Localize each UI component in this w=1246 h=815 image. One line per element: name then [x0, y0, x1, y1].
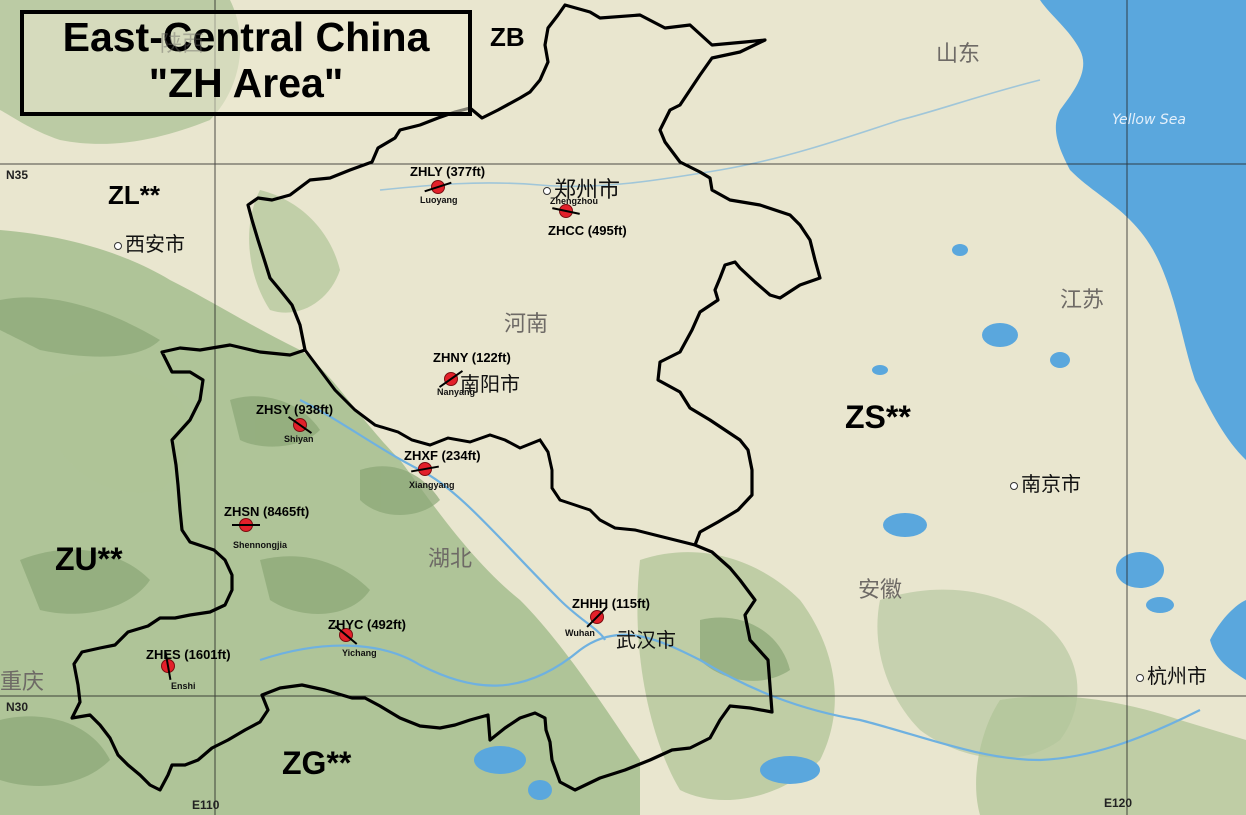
province-label-shandong: 山东: [936, 42, 981, 67]
airport-marker-icon[interactable]: [161, 652, 175, 680]
airport-code-zhly: ZHLY (377ft): [410, 164, 486, 179]
airport-city-shennongjia: Shennongjia: [233, 540, 287, 550]
city-dot-icon: [1010, 481, 1018, 490]
airport-city-wuhan: Wuhan: [565, 628, 595, 638]
city-name: 南京市: [1021, 472, 1081, 496]
airport-code-zhsn: ZHSN (8465ft): [224, 504, 310, 519]
sea-label-yellow-sea: Yellow Sea: [1112, 112, 1186, 128]
airport-city-luoyang: Luoyang: [420, 195, 458, 205]
airport-marker-icon[interactable]: [232, 518, 260, 532]
grid-label-n35: N35: [6, 168, 29, 182]
airport-code-zhyc: ZHYC (492ft): [328, 617, 407, 632]
airport-marker-icon[interactable]: [411, 462, 439, 476]
city-label-zhengzhou: 郑州市: [543, 172, 620, 204]
city-dot-icon: [543, 187, 551, 195]
rivers: [259, 79, 1201, 762]
runway-line: [586, 606, 608, 628]
runway-line: [334, 625, 358, 645]
grid-label-n30: N30: [6, 700, 29, 714]
city-label-hangzhou: 杭州市: [1136, 660, 1207, 689]
zh-area-boundary: [70, 3, 822, 792]
zone-label-zb: ZB: [490, 22, 525, 52]
province-label-chongqing: 重庆: [0, 670, 45, 695]
coastal-sea-south: [1210, 600, 1246, 680]
runway-line: [164, 652, 172, 680]
airport-marker-icon[interactable]: [334, 625, 358, 645]
airport-marker-icon[interactable]: [438, 370, 464, 388]
zone-label-zu: ZU**: [55, 541, 123, 577]
airport-city-enshi: Enshi: [171, 681, 196, 691]
airport-marker-icon[interactable]: [287, 416, 313, 434]
runway-line: [287, 416, 313, 434]
city-name: 杭州市: [1147, 664, 1207, 688]
grid-label-e120: E120: [1104, 796, 1133, 810]
city-label-xian: 西安市: [114, 228, 185, 257]
runway-line: [552, 207, 580, 215]
city-name: 南阳市: [460, 372, 520, 396]
zone-label-zl: ZL**: [108, 180, 160, 210]
airport-markers: [161, 180, 608, 680]
runway-line: [411, 465, 439, 473]
airport-city-xiangyang: Xiangyang: [409, 480, 455, 490]
airport-code-zhes: ZHES (1601ft): [146, 647, 231, 662]
airport-city-shiyan: Shiyan: [284, 434, 314, 444]
map-title-line-1: East-Central China: [62, 14, 430, 60]
city-name: 武汉市: [616, 628, 676, 652]
airport-city-yichang: Yichang: [342, 648, 377, 658]
runway-line: [424, 181, 452, 193]
airport-marker-icon[interactable]: [424, 180, 452, 194]
city-name: 西安市: [125, 232, 185, 256]
city-label-wuhan: 武汉市: [616, 624, 676, 653]
yellow-sea: [1040, 0, 1246, 460]
airport-code-zhcc: ZHCC (495ft): [548, 223, 627, 238]
henan-hubei-border: [303, 349, 696, 547]
province-label-henan: 河南: [504, 312, 549, 337]
runway-line: [438, 370, 464, 388]
airport-city-nanyang: Nanyang: [437, 387, 476, 397]
city-label-nanyang: 南阳市: [460, 368, 520, 397]
airport-code-zhxf: ZHXF (234ft): [404, 448, 481, 463]
city-label-nanjing: 南京市: [1010, 468, 1081, 497]
airport-city-zhengzhou: Zhengzhou: [550, 196, 598, 206]
lakes: [474, 244, 1174, 800]
city-dot-icon: [1136, 673, 1144, 682]
map-title-line-2: "ZH Area": [148, 60, 344, 106]
province-label-anhui: 安徽: [858, 578, 903, 603]
grid-label-e110: E110: [192, 798, 220, 812]
airport-marker-icon[interactable]: [586, 606, 608, 628]
airport-code-zhsy: ZHSY (938ft): [256, 402, 334, 417]
province-label-shaanxi: 陕西: [160, 32, 205, 57]
airport-code-zhhh: ZHHH (115ft): [572, 596, 651, 611]
zone-label-zs: ZS**: [845, 399, 911, 435]
city-name: 郑州市: [554, 178, 621, 203]
province-label-hubei: 湖北: [428, 547, 473, 572]
map-title-box: East-Central China "ZH Area": [20, 10, 472, 116]
airport-marker-icon[interactable]: [552, 204, 580, 218]
city-dot-icon: [114, 241, 122, 250]
zone-label-zg: ZG**: [282, 745, 352, 781]
airport-code-zhny: ZHNY (122ft): [433, 350, 511, 365]
province-label-jiangsu: 江苏: [1060, 288, 1105, 313]
